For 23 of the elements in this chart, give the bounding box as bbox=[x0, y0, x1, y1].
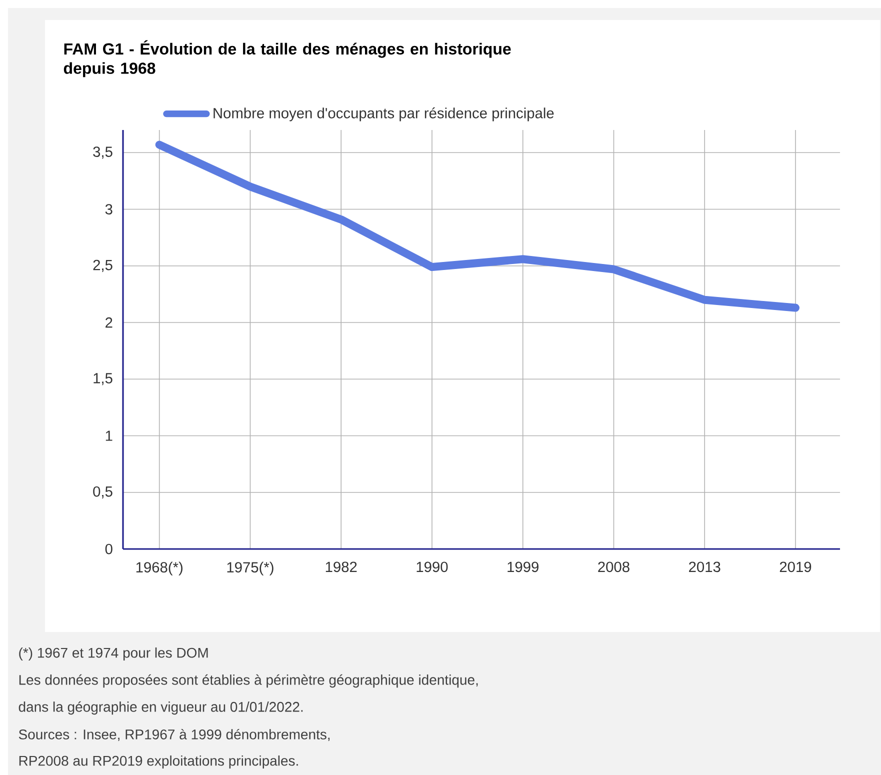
source-note: Sources : Insee, RP1967 à 1999 dénombrements, bbox=[18, 728, 330, 742]
y-tick-label: 3,5 bbox=[93, 146, 112, 159]
x-tick-label: 1990 bbox=[416, 562, 448, 572]
y-tick-label: 1 bbox=[106, 430, 112, 441]
text: RP2008 au RP2019 exploitations principales. bbox=[19, 755, 298, 769]
y-tick-label: 0,5 bbox=[93, 486, 112, 498]
text: dans la géographie en vigueur au 01/01/2022. bbox=[18, 701, 303, 715]
chart-title: FAM G1 - Évolution de la taille des ménages en historique depuis 1968 bbox=[64, 40, 511, 78]
x-tick-label: 1968(*) bbox=[136, 562, 182, 576]
legend-label: Nombre moyen d'occupants par résidence principale bbox=[214, 107, 554, 122]
x-tick-label: 1999 bbox=[508, 562, 538, 572]
y-tick-label: 0 bbox=[105, 544, 112, 554]
y-tick-label: 3 bbox=[105, 204, 112, 214]
text: Les données proposées sont établies à périmètre géographique identique, bbox=[19, 674, 478, 688]
y-tick-label: 2 bbox=[106, 317, 112, 328]
y-tick-label: 1,5 bbox=[94, 373, 112, 386]
x-tick-label: 2019 bbox=[780, 562, 812, 572]
text: (*) 1967 et 1974 pour les DOM bbox=[19, 647, 208, 661]
x-tick-label: 1975(*) bbox=[227, 562, 274, 576]
x-tick-label: 2008 bbox=[598, 562, 630, 572]
x-tick-label: 2013 bbox=[689, 562, 720, 572]
x-tick-label: 1982 bbox=[326, 562, 357, 572]
y-tick-label: 2,5 bbox=[93, 260, 112, 272]
